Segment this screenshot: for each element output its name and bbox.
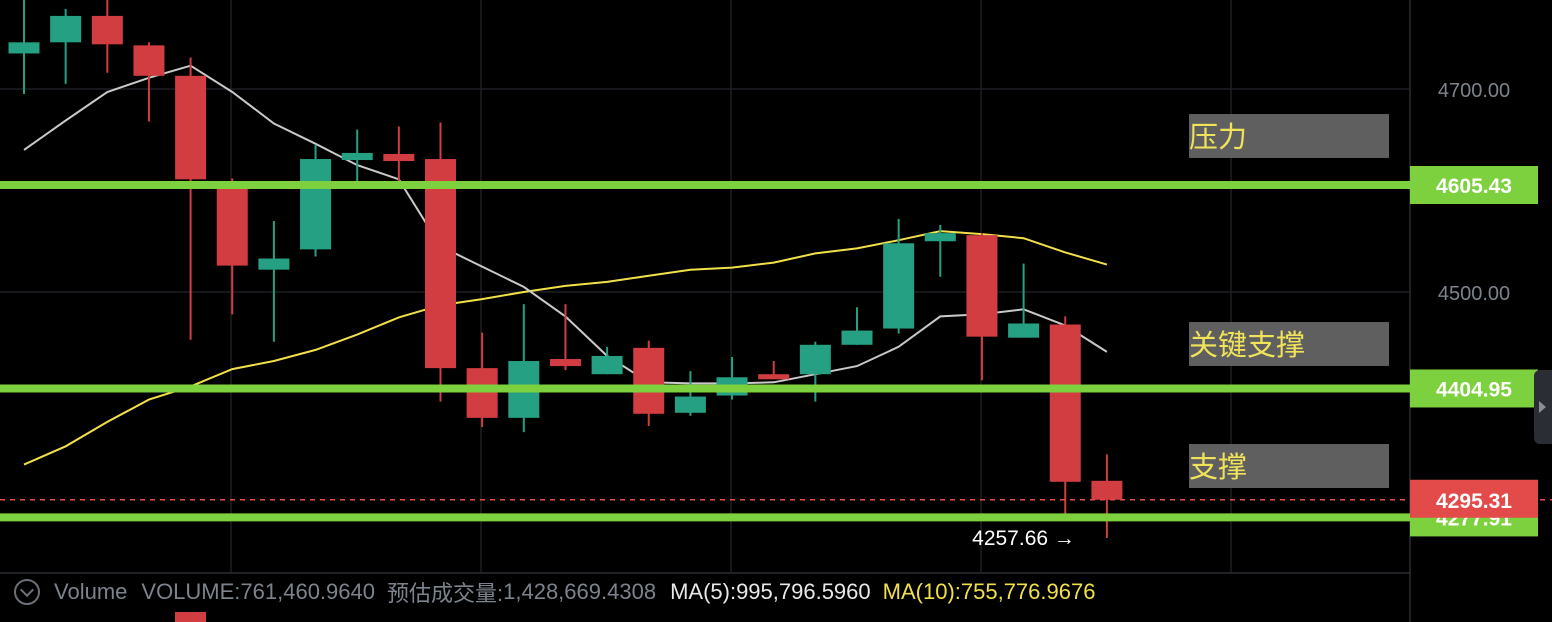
axis-tick-label: 4700.00 xyxy=(1438,80,1510,102)
price-markers: 4257.66 → ← 4794.88 xyxy=(120,0,1075,622)
candle-body xyxy=(799,344,831,375)
current-price-tag xyxy=(1410,479,1538,518)
candle xyxy=(1091,454,1123,538)
candle xyxy=(133,42,165,122)
candle xyxy=(91,0,123,73)
candle-body xyxy=(300,159,332,250)
collapse-chevron-icon[interactable] xyxy=(14,579,40,605)
candle-body xyxy=(883,243,915,329)
candle xyxy=(924,225,956,277)
candle-body xyxy=(841,330,873,345)
candle xyxy=(591,346,623,375)
candle-body xyxy=(383,153,415,162)
axis-scroll-handle[interactable] xyxy=(1534,370,1552,444)
candle xyxy=(549,304,581,371)
candle-body xyxy=(966,235,998,337)
candle xyxy=(425,122,456,402)
candle-body xyxy=(8,42,40,54)
candle xyxy=(8,0,40,95)
ma5-volume: MA(5):995,796.5960 xyxy=(670,579,871,604)
candle xyxy=(216,178,248,315)
candle xyxy=(633,340,665,426)
candle xyxy=(758,361,790,380)
candle-body xyxy=(1049,324,1081,482)
candle xyxy=(258,220,290,342)
candle xyxy=(341,129,373,184)
volume-legend: Volume VOLUME:761,460.9640 预估成交量: 1,428,… xyxy=(0,572,1552,612)
candle-body xyxy=(133,45,165,76)
candle xyxy=(966,233,998,381)
candle-body xyxy=(341,152,373,161)
level-tag xyxy=(1410,165,1538,204)
candle xyxy=(466,332,498,427)
candle-body xyxy=(258,258,290,270)
candle-body xyxy=(1008,323,1040,338)
estimate-value: 1,428,669.4308 xyxy=(503,579,657,604)
level-tag-label: 4605.43 xyxy=(1436,175,1512,198)
ma10-volume: MA(10):755,776.9676 xyxy=(882,579,1096,604)
candle-body xyxy=(1091,480,1123,500)
candle-body xyxy=(924,233,956,242)
candle xyxy=(1008,263,1040,338)
candle xyxy=(50,8,82,84)
annotation-box xyxy=(1189,444,1389,488)
annotation-box xyxy=(1189,114,1389,158)
grid xyxy=(0,0,1411,622)
candle xyxy=(508,304,540,433)
low-price-marker: 4257.66 → xyxy=(972,527,1075,550)
level-tag xyxy=(1410,369,1538,408)
annotation-box xyxy=(1189,322,1389,366)
candle xyxy=(799,341,831,402)
price-axis: 4700.00 4500.00 xyxy=(1438,80,1510,305)
candle-body xyxy=(175,75,207,180)
estimate-label: 预估成交量: xyxy=(387,581,504,606)
axis-tick-label: 4500.00 xyxy=(1438,283,1510,305)
candle xyxy=(1049,316,1081,519)
annotation-label: 压力 xyxy=(1189,120,1247,154)
candle-body xyxy=(591,355,623,375)
candle-body xyxy=(758,374,790,380)
candles xyxy=(8,0,1123,538)
candle-body xyxy=(50,15,82,43)
volume-label: Volume xyxy=(54,579,128,604)
candle xyxy=(883,218,915,334)
annotation-label: 支撑 xyxy=(1189,450,1247,484)
candle xyxy=(175,57,207,340)
candle-body xyxy=(466,368,498,418)
volume-value: VOLUME:761,460.9640 xyxy=(141,579,375,604)
candle xyxy=(716,356,748,400)
candle-body xyxy=(425,159,456,369)
candle xyxy=(841,307,873,345)
current-price-label: 4295.31 xyxy=(1436,490,1512,513)
level-tag-label: 4404.95 xyxy=(1436,378,1512,401)
candle-body xyxy=(91,15,123,45)
candle xyxy=(383,126,415,183)
candle-body xyxy=(633,347,665,414)
candle xyxy=(300,144,332,257)
candle xyxy=(674,371,706,416)
volume-bar xyxy=(175,612,206,622)
high-price-marker: ← 4794.88 xyxy=(120,0,223,5)
candle-body xyxy=(216,182,248,266)
candle-body xyxy=(549,358,581,367)
annotation-label: 关键支撑 xyxy=(1189,328,1305,362)
candle-body xyxy=(674,396,706,413)
